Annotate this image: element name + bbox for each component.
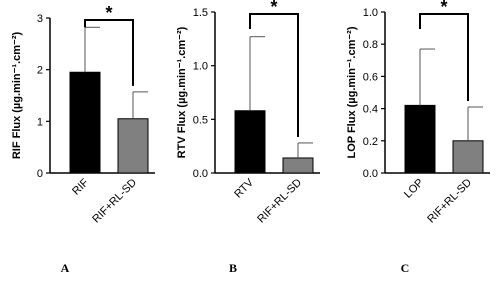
bar xyxy=(452,140,484,174)
bar xyxy=(234,110,266,174)
panel-label: B xyxy=(229,261,237,275)
significance-marker: * xyxy=(440,0,447,17)
y-tick-label: 1.0 xyxy=(363,7,378,19)
y-tick-label: 1 xyxy=(37,116,43,128)
significance-bracket xyxy=(419,13,469,101)
x-tick-label: RIF+RL-SD xyxy=(425,177,474,226)
y-tick-label: 0.8 xyxy=(363,39,378,51)
y-tick-label: 0.4 xyxy=(363,104,378,116)
significance-marker: * xyxy=(105,3,112,23)
y-tick-label: 2 xyxy=(37,65,43,77)
panel-label: C xyxy=(401,261,410,275)
y-tick-label: 0 xyxy=(37,168,43,180)
bar xyxy=(404,104,436,174)
y-tick-label: 0.0 xyxy=(193,168,208,180)
significance-marker: * xyxy=(270,0,277,17)
x-tick-label: RIF+RL-SD xyxy=(255,177,304,226)
y-tick-label: 0.6 xyxy=(363,71,378,83)
bar xyxy=(282,157,314,174)
y-tick-label: 1.5 xyxy=(193,7,208,19)
significance-bracket xyxy=(84,19,134,86)
y-axis-label: RIF Flux (µg.min⁻¹.cm⁻²) xyxy=(11,32,23,160)
panel-label: A xyxy=(61,261,70,275)
bar xyxy=(69,71,101,174)
x-tick-label: RIF+RL-SD xyxy=(90,177,139,226)
x-tick-label: RTV xyxy=(232,176,256,200)
x-tick-label: RIF xyxy=(70,176,91,197)
y-axis-label: RTV Flux (µg.min⁻¹.cm⁻²) xyxy=(176,26,188,158)
bar xyxy=(117,118,149,174)
y-tick-label: 1.0 xyxy=(193,61,208,73)
y-axis-label: LOP Flux (µg.min⁻¹.cm⁻²) xyxy=(346,26,358,158)
y-tick-label: 0.2 xyxy=(363,136,378,148)
y-tick-label: 0.5 xyxy=(193,114,208,126)
y-tick-label: 0.0 xyxy=(363,168,378,180)
y-tick-label: 3 xyxy=(37,13,43,25)
x-tick-label: LOP xyxy=(402,177,426,201)
significance-bracket xyxy=(249,13,299,137)
